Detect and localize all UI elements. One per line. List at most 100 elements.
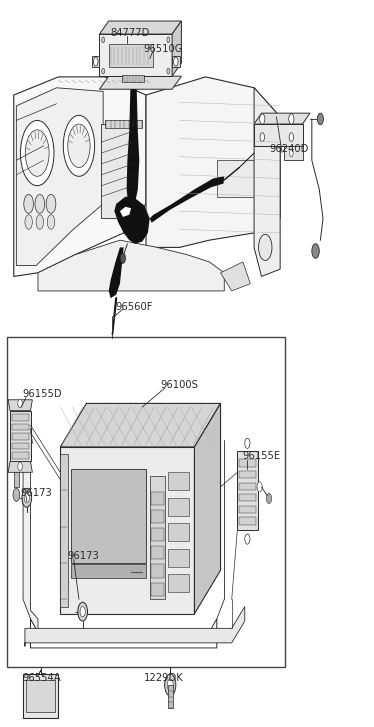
Circle shape — [24, 194, 34, 213]
Polygon shape — [10, 411, 31, 462]
Polygon shape — [221, 262, 250, 291]
Circle shape — [80, 606, 85, 616]
Polygon shape — [38, 240, 224, 291]
Bar — [239, 494, 256, 502]
Circle shape — [318, 113, 324, 125]
Circle shape — [102, 68, 105, 74]
Bar — [151, 564, 163, 577]
Bar — [254, 124, 303, 146]
Polygon shape — [237, 451, 258, 531]
Polygon shape — [254, 113, 310, 124]
Text: 84777D: 84777D — [111, 28, 150, 38]
Bar — [239, 483, 256, 490]
Bar — [12, 424, 29, 430]
Bar — [101, 124, 133, 218]
Bar — [12, 443, 29, 449]
Polygon shape — [99, 21, 181, 34]
Circle shape — [22, 489, 32, 507]
Circle shape — [260, 133, 264, 142]
Polygon shape — [120, 206, 131, 217]
Bar — [14, 473, 19, 487]
Circle shape — [47, 214, 55, 229]
Circle shape — [260, 114, 265, 124]
Bar — [168, 574, 189, 592]
Polygon shape — [16, 88, 103, 265]
Circle shape — [289, 133, 294, 142]
Circle shape — [18, 399, 22, 408]
Circle shape — [258, 234, 272, 260]
Bar — [23, 674, 58, 718]
Bar — [239, 459, 256, 467]
Bar — [151, 529, 163, 542]
Circle shape — [257, 482, 262, 492]
Circle shape — [94, 57, 98, 66]
Circle shape — [25, 130, 49, 176]
Bar — [217, 161, 261, 196]
Bar — [168, 498, 189, 516]
Bar — [168, 473, 189, 491]
Bar — [122, 75, 144, 82]
Polygon shape — [60, 403, 221, 447]
Bar — [168, 523, 189, 542]
Circle shape — [167, 37, 170, 43]
Circle shape — [167, 679, 173, 691]
Circle shape — [24, 493, 30, 503]
Bar — [7, 337, 285, 667]
Text: 1229DK: 1229DK — [144, 672, 184, 683]
Polygon shape — [99, 76, 181, 89]
Polygon shape — [172, 56, 180, 68]
Bar — [99, 34, 172, 76]
Polygon shape — [109, 247, 124, 298]
Bar — [109, 44, 153, 68]
Bar — [168, 549, 189, 566]
Polygon shape — [25, 606, 245, 646]
Text: 96240D: 96240D — [269, 145, 308, 154]
Bar — [71, 564, 146, 577]
Polygon shape — [92, 56, 99, 68]
Bar — [168, 685, 173, 708]
Bar — [239, 506, 256, 513]
Polygon shape — [172, 21, 181, 76]
Circle shape — [18, 462, 22, 471]
Text: 96173: 96173 — [67, 551, 99, 561]
Circle shape — [46, 194, 56, 213]
Circle shape — [102, 37, 105, 43]
Polygon shape — [8, 462, 33, 473]
Bar — [151, 582, 163, 595]
Text: 96100S: 96100S — [160, 379, 198, 390]
Bar — [71, 469, 146, 563]
Bar — [26, 680, 55, 712]
Circle shape — [245, 438, 250, 449]
Polygon shape — [23, 440, 38, 648]
Text: 96510G: 96510G — [143, 44, 183, 54]
Circle shape — [312, 244, 319, 258]
Circle shape — [35, 194, 45, 213]
Circle shape — [167, 68, 170, 74]
Text: 96155D: 96155D — [22, 389, 62, 399]
Polygon shape — [14, 77, 146, 276]
Bar — [239, 518, 256, 525]
Circle shape — [36, 214, 43, 229]
Text: 96173: 96173 — [20, 488, 52, 498]
Bar — [151, 510, 163, 523]
Bar — [150, 476, 165, 599]
Polygon shape — [114, 196, 150, 244]
Bar — [60, 454, 68, 606]
Circle shape — [266, 494, 272, 504]
Text: 96560F: 96560F — [116, 302, 153, 312]
Polygon shape — [194, 403, 221, 614]
Circle shape — [120, 253, 126, 263]
Bar — [12, 414, 29, 421]
Circle shape — [13, 489, 20, 502]
Polygon shape — [127, 89, 139, 211]
Text: 96554A: 96554A — [22, 672, 61, 683]
Circle shape — [289, 150, 293, 157]
Circle shape — [245, 534, 250, 545]
Polygon shape — [8, 400, 33, 411]
Circle shape — [165, 674, 176, 696]
Text: 96155E: 96155E — [242, 451, 280, 462]
Circle shape — [289, 114, 294, 124]
Polygon shape — [146, 77, 280, 247]
Circle shape — [21, 121, 54, 185]
Bar — [12, 433, 29, 440]
